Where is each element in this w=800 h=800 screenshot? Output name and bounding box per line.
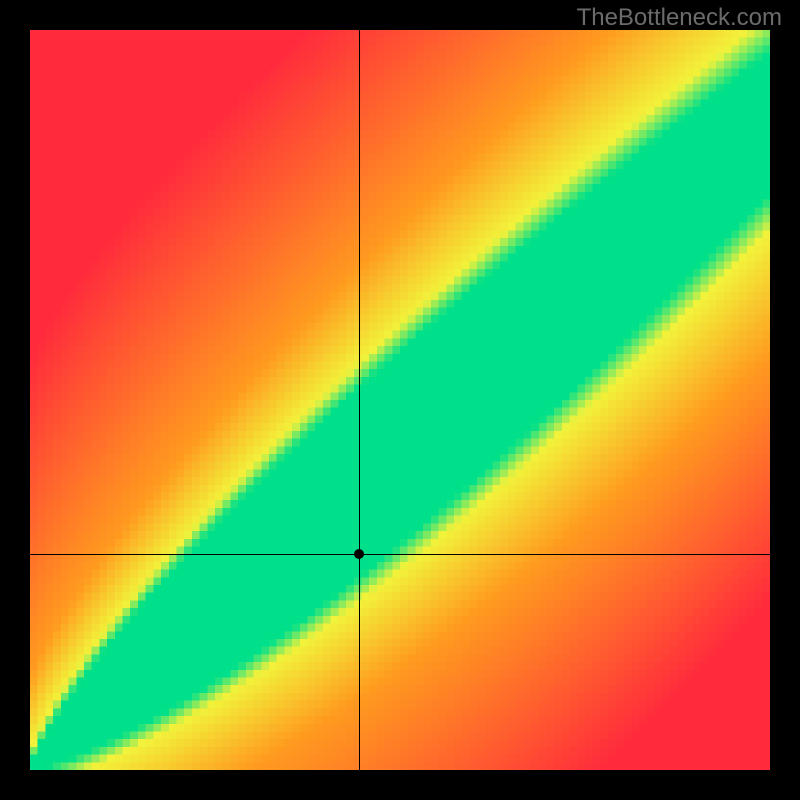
crosshair-vertical bbox=[359, 30, 360, 770]
data-point-marker bbox=[354, 549, 364, 559]
crosshair-horizontal bbox=[30, 554, 770, 555]
heatmap-canvas bbox=[30, 30, 770, 770]
watermark-text: TheBottleneck.com bbox=[577, 4, 782, 32]
plot-area bbox=[30, 30, 770, 770]
